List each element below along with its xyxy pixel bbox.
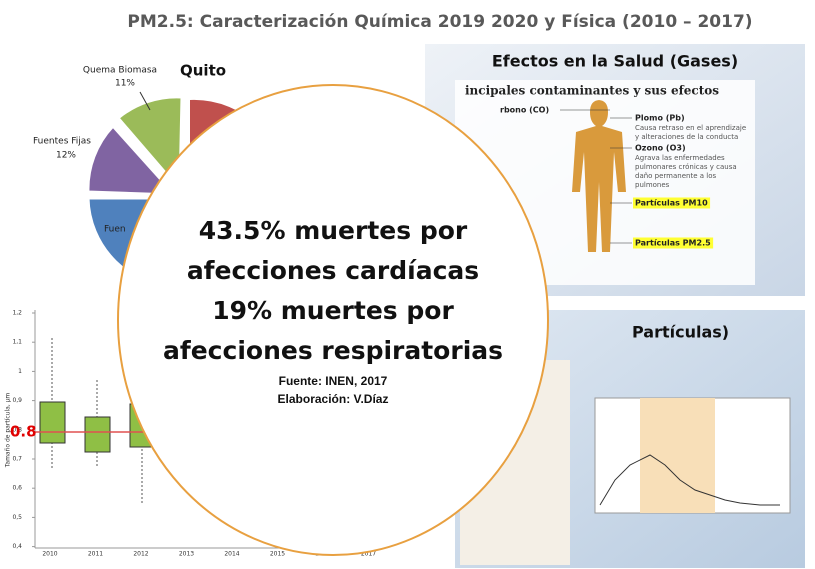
x-tick-label: 2011 — [88, 551, 103, 558]
callout-line: 19% muertes por — [212, 296, 454, 325]
callout-line: afecciones respiratorias — [163, 336, 503, 365]
slice-name: Quema Biomasa — [83, 66, 157, 76]
callout-line: 43.5% muertes por — [199, 216, 468, 245]
y-tick-label: 0,5 — [12, 514, 22, 521]
pollutant-label: Plomo (Pb) — [635, 114, 685, 123]
pollutant-desc: pulmonares crónicas y causa — [635, 163, 737, 171]
y-tick-label: 1,1 — [12, 339, 22, 346]
box — [85, 417, 110, 452]
slide: PM2.5: Caracterización Química 2019 2020… — [0, 0, 815, 569]
pollutant-label: Partículas PM2.5 — [635, 239, 711, 248]
y-tick-label: 0,4 — [12, 543, 22, 550]
y-tick-label: 1 — [18, 368, 22, 375]
pollutant-label: rbono (CO) — [500, 106, 549, 115]
slide-title: PM2.5: Caracterización Química 2019 2020… — [127, 12, 752, 32]
y-tick-label: 1,2 — [12, 310, 22, 317]
x-tick-label: 2014 — [224, 551, 239, 558]
slice-name: Fuen — [104, 225, 126, 235]
slice-percent: 11% — [115, 79, 135, 89]
x-tick-label: 2015 — [270, 551, 285, 558]
highlight-label: 0.8 — [10, 423, 37, 441]
callout-author: Elaboración: V.Díaz — [278, 392, 389, 406]
pollutant-desc: y alteraciones de la conducta — [635, 133, 738, 141]
pollutant-label: Partículas PM10 — [635, 199, 708, 208]
x-tick-label: 2013 — [179, 551, 194, 558]
x-tick-label: 2012 — [133, 551, 148, 558]
y-tick-label: 0,9 — [12, 397, 22, 404]
y-tick-label: 0,6 — [12, 485, 22, 492]
pollutant-label: Ozono (O3) — [635, 144, 686, 153]
pollutant-desc: Agrava las enfermedades — [635, 154, 725, 162]
slice-percent: 12% — [56, 151, 76, 161]
y-tick-label: 0,7 — [12, 456, 22, 463]
callout-source: Fuente: INEN, 2017 — [279, 374, 388, 388]
pollutant-desc: daño permanente a los — [635, 172, 716, 180]
box — [40, 402, 65, 443]
health-title: Efectos en la Salud (Gases) — [492, 52, 738, 71]
callout-line: afecciones cardíacas — [187, 256, 479, 285]
particles-title: Partículas) — [632, 323, 729, 342]
pollutant-desc: Causa retraso en el aprendizaje — [635, 124, 746, 132]
pie-heading: Quito — [180, 62, 226, 80]
x-tick-label: 2010 — [42, 551, 57, 558]
slice-name: Fuentes Fijas — [33, 137, 91, 147]
health-subtitle: incipales contaminantes y sus efectos — [465, 84, 719, 98]
pollutant-desc: pulmones — [635, 181, 670, 189]
